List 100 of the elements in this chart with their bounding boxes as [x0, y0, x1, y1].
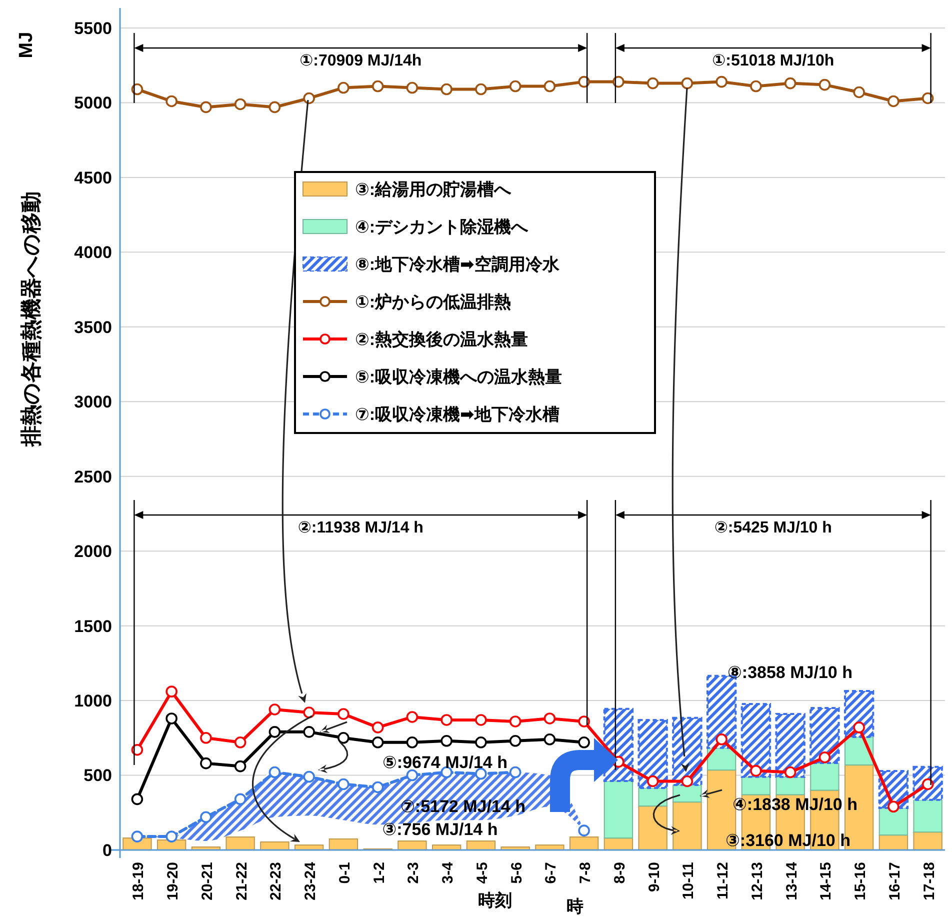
x-tick-label: 23-24 — [302, 861, 320, 900]
point — [440, 83, 452, 96]
x-tick-label: 11-12 — [714, 862, 732, 900]
bar — [604, 780, 634, 839]
point — [440, 714, 452, 726]
point — [784, 766, 796, 778]
bar — [741, 776, 771, 796]
point — [716, 734, 728, 746]
point — [509, 766, 522, 778]
legend-label: ②:熱交換後の温水熱量 — [355, 330, 528, 349]
point — [475, 83, 487, 96]
y-tick-label: 5500 — [74, 18, 112, 38]
point — [544, 80, 556, 92]
point — [268, 704, 281, 716]
x-tick-label: 18-19 — [130, 862, 148, 900]
bar — [776, 776, 805, 796]
legend-label: ①:炉からの低温排熱 — [355, 292, 512, 312]
point — [716, 76, 728, 88]
point — [166, 712, 178, 724]
text: MJ — [16, 32, 37, 58]
point — [681, 77, 694, 90]
y-tick-label: 4000 — [74, 243, 112, 262]
y-tick-label: 1500 — [74, 616, 112, 636]
y-tick-label: 5000 — [74, 94, 112, 113]
point — [303, 92, 315, 104]
x-tick-label: 15-16 — [852, 862, 870, 900]
point — [578, 716, 590, 728]
y-tick-label: 3500 — [74, 318, 112, 337]
point — [544, 712, 556, 724]
point — [303, 770, 315, 783]
point — [200, 101, 212, 114]
point — [681, 775, 694, 788]
point — [475, 768, 487, 780]
point — [372, 80, 384, 92]
point — [646, 775, 659, 788]
point — [818, 751, 831, 764]
point — [200, 811, 212, 824]
point — [303, 726, 315, 738]
y-tick-label: 4500 — [74, 168, 112, 188]
point — [578, 824, 590, 836]
point — [750, 80, 762, 92]
point — [475, 736, 487, 748]
point — [440, 735, 452, 747]
bar — [878, 808, 908, 836]
point — [853, 722, 865, 734]
point — [338, 708, 350, 720]
annotation: ①:70909 MJ/14h — [300, 52, 422, 70]
point — [888, 95, 900, 108]
x-tick-label: 5-6 — [508, 862, 526, 884]
x-tick-label: 12-13 — [748, 862, 766, 900]
y-tick-label: 2500 — [74, 467, 112, 486]
bar — [398, 840, 427, 850]
legend-label: ⑤:吸収冷凍機への温水熱量 — [355, 367, 562, 386]
x-tick-label: 0-1 — [336, 862, 354, 884]
x-tick-label: 14-15 — [818, 862, 835, 900]
x-tick-label: 1-2 — [370, 862, 388, 884]
bar — [672, 784, 702, 803]
legend-label: ⑧:地下冷水槽➡空調用冷水 — [355, 254, 560, 274]
y-tick-label: 2000 — [74, 542, 112, 562]
point — [372, 781, 384, 794]
point — [166, 95, 178, 108]
point — [268, 766, 281, 778]
point — [303, 706, 315, 718]
y-axis-title: 排熱の各種熱機器への移動 — [20, 192, 43, 448]
point — [234, 736, 246, 748]
point — [509, 735, 522, 747]
point — [131, 793, 144, 806]
y-tick-label: 1000 — [74, 691, 112, 710]
point — [544, 734, 556, 746]
point — [406, 769, 418, 782]
point — [646, 77, 659, 90]
x-tick-label: 2-3 — [405, 862, 422, 884]
y-tick-label: 500 — [84, 766, 112, 786]
point — [406, 711, 418, 723]
annotation: ①:51018 MJ/10h — [712, 52, 834, 70]
point — [268, 726, 281, 738]
point — [509, 80, 522, 92]
point — [578, 736, 590, 748]
point — [406, 82, 418, 94]
point — [509, 716, 522, 728]
x-tick-label: 6-7 — [542, 862, 560, 884]
y-tick-label: 3000 — [74, 392, 112, 412]
bar — [810, 762, 840, 791]
annotation: ⑤:9674 MJ/14 h — [382, 752, 508, 772]
bar — [913, 832, 942, 850]
bar — [328, 838, 358, 850]
point — [338, 778, 350, 790]
bar — [466, 840, 496, 850]
point — [200, 732, 212, 744]
annotation: ⑦:5172 MJ/14 h — [400, 796, 526, 816]
annotation: ②:11938 MJ/14 h — [298, 520, 424, 537]
point — [853, 86, 865, 98]
x-tick-label: 10-11 — [680, 862, 698, 900]
bar — [226, 836, 255, 850]
point — [166, 830, 178, 842]
x-tick-label: 9-10 — [646, 862, 663, 892]
point — [200, 757, 212, 770]
point — [372, 736, 384, 748]
legend-label: ⑦:吸収冷凍機➡地下冷水槽 — [355, 404, 560, 424]
annotation: ③:756 MJ/14 h — [382, 820, 498, 839]
